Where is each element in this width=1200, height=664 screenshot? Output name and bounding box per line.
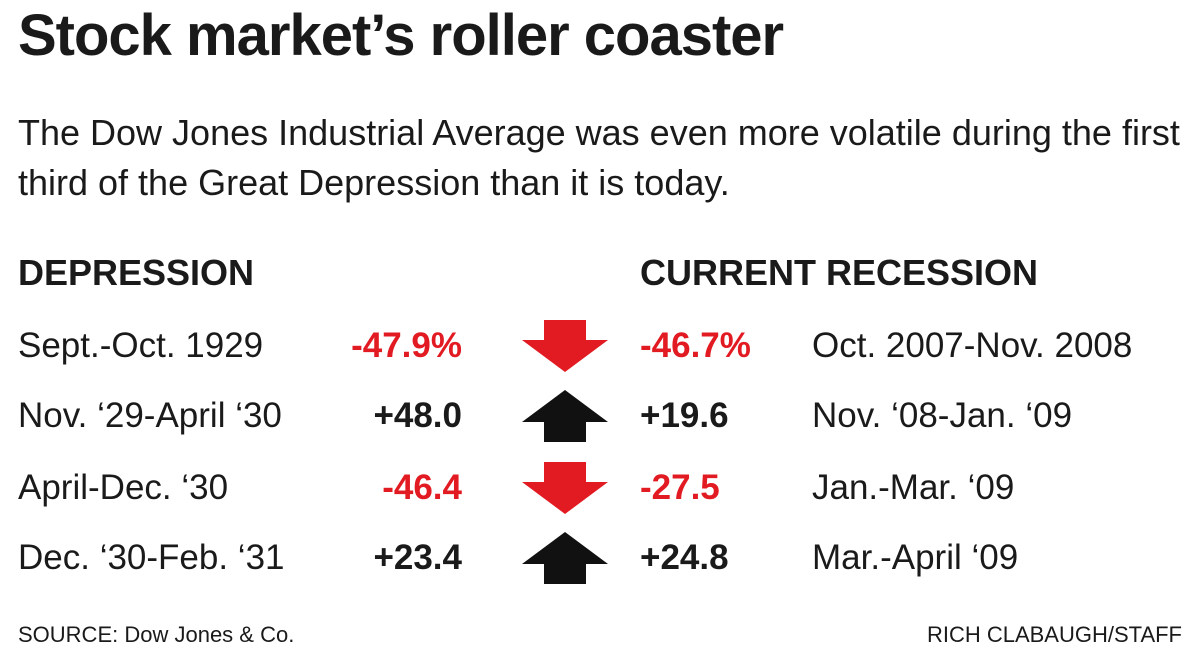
table-row: April-Dec. ‘30 -46.4 -27.5 Jan.-Mar. ‘09 [0, 460, 1200, 516]
chart-title: Stock market’s roller coaster [18, 3, 784, 68]
depression-change-value: -46.4 [382, 468, 462, 507]
current-period: Mar.-April ‘09 [812, 538, 1019, 577]
depression-change-value: +48.0 [373, 396, 462, 435]
depression-period: April-Dec. ‘30 [18, 468, 229, 507]
table-row: Dec. ‘30-Feb. ‘31 +23.4 +24.8 Mar.-April ‘0… [0, 530, 1200, 586]
depression-period: Nov. ‘29-April ‘30 [18, 396, 282, 435]
depression-change-value: +23.4 [373, 538, 462, 577]
current-period: Jan.-Mar. ‘09 [812, 468, 1015, 507]
depression-period: Sept.-Oct. 1929 [18, 326, 264, 365]
current-period: Oct. 2007-Nov. 2008 [812, 326, 1133, 365]
current-period: Nov. ‘08-Jan. ‘09 [812, 396, 1073, 435]
column-header-depression: DEPRESSION [18, 252, 255, 293]
chart-subtitle: The Dow Jones Industrial Average was eve… [18, 112, 1180, 203]
column-header-current-recession: CURRENT RECESSION [640, 252, 1039, 293]
current-change-value: -46.7% [640, 326, 751, 365]
source-note: SOURCE: Dow Jones & Co. [18, 622, 295, 647]
current-change-value: +19.6 [640, 396, 729, 435]
current-change-value: -27.5 [640, 468, 720, 507]
table-row: Sept.-Oct. 1929 -47.9% -46.7% Oct. 2007-Nov… [0, 318, 1200, 374]
up-arrow-icon [522, 390, 608, 442]
current-change-value: +24.8 [640, 538, 729, 577]
up-arrow-icon [522, 532, 608, 584]
table-row: Nov. ‘29-April ‘30 +48.0 +19.6 Nov. ‘08-Jan… [0, 388, 1200, 444]
credit-line: RICH CLABAUGH/STAFF [926, 622, 1182, 647]
down-arrow-icon [522, 462, 608, 514]
down-arrow-icon [522, 320, 608, 372]
depression-change-value: -47.9% [351, 326, 462, 365]
depression-period: Dec. ‘30-Feb. ‘31 [18, 538, 285, 577]
